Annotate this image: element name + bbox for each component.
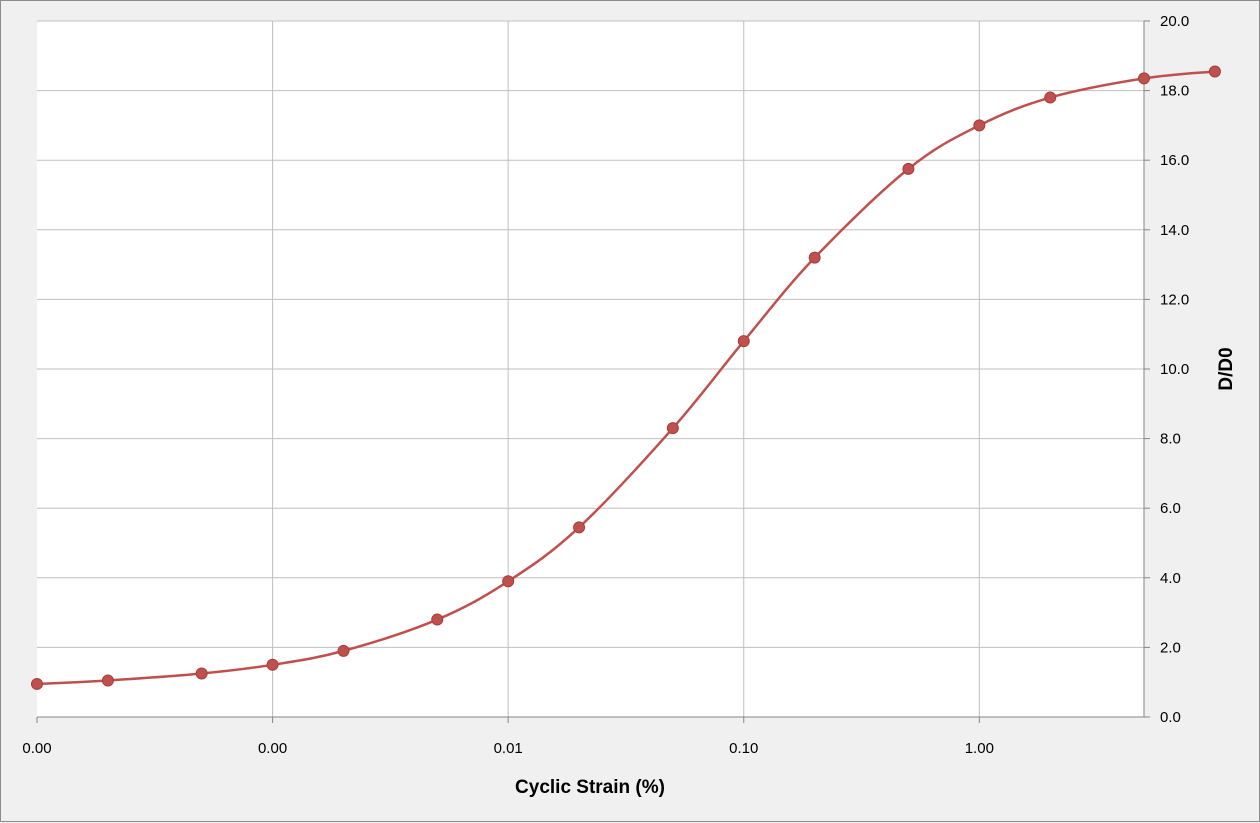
x-tick-label: 0.00 xyxy=(22,740,51,757)
data-point xyxy=(431,613,444,626)
y-tick-label: 8.0 xyxy=(1160,431,1181,448)
x-tick-label: 0.01 xyxy=(494,740,523,757)
data-point xyxy=(337,644,350,657)
y-tick-labels: 0.0 2.0 4.0 6.0 8.0 10.0 12.0 14.0 16.0 18.0 20.0 xyxy=(1160,13,1189,726)
series-line xyxy=(36,70,1216,686)
y-tick-label: 16.0 xyxy=(1160,152,1189,169)
x-tick-label: 0.10 xyxy=(729,740,758,757)
data-point xyxy=(502,575,515,588)
x-tick-label: 1.00 xyxy=(965,740,994,757)
data-point xyxy=(1138,72,1150,85)
data-point xyxy=(1208,65,1221,78)
data-point xyxy=(266,658,279,671)
y-tick-label: 20.0 xyxy=(1160,13,1189,30)
data-point xyxy=(101,674,114,687)
data-series xyxy=(31,65,1221,690)
data-point xyxy=(195,667,208,680)
data-point xyxy=(902,162,915,175)
data-point xyxy=(737,335,750,348)
y-tick-label: 14.0 xyxy=(1160,222,1189,239)
data-point xyxy=(573,521,586,534)
x-tick-labels: 0.00 0.00 0.01 0.10 1.00 xyxy=(22,740,994,757)
y-tick-label: 18.0 xyxy=(1160,83,1189,100)
y-tick-label: 0.0 xyxy=(1160,709,1181,726)
y-tick-label: 10.0 xyxy=(1160,361,1189,378)
y-tick-label: 6.0 xyxy=(1160,500,1181,517)
data-point xyxy=(666,422,679,435)
y-tick-label: 12.0 xyxy=(1160,291,1189,308)
y-tick-label: 4.0 xyxy=(1160,570,1181,587)
data-point xyxy=(1044,91,1057,104)
x-tick-label: 0.00 xyxy=(258,740,287,757)
data-point xyxy=(31,677,43,690)
y-axis-title: D/D0 xyxy=(1216,347,1237,390)
data-point xyxy=(973,119,986,132)
data-point xyxy=(808,251,821,264)
axes xyxy=(36,20,1150,723)
x-axis-title: Cyclic Strain (%) xyxy=(515,777,665,798)
y-tick-label: 2.0 xyxy=(1160,639,1181,656)
